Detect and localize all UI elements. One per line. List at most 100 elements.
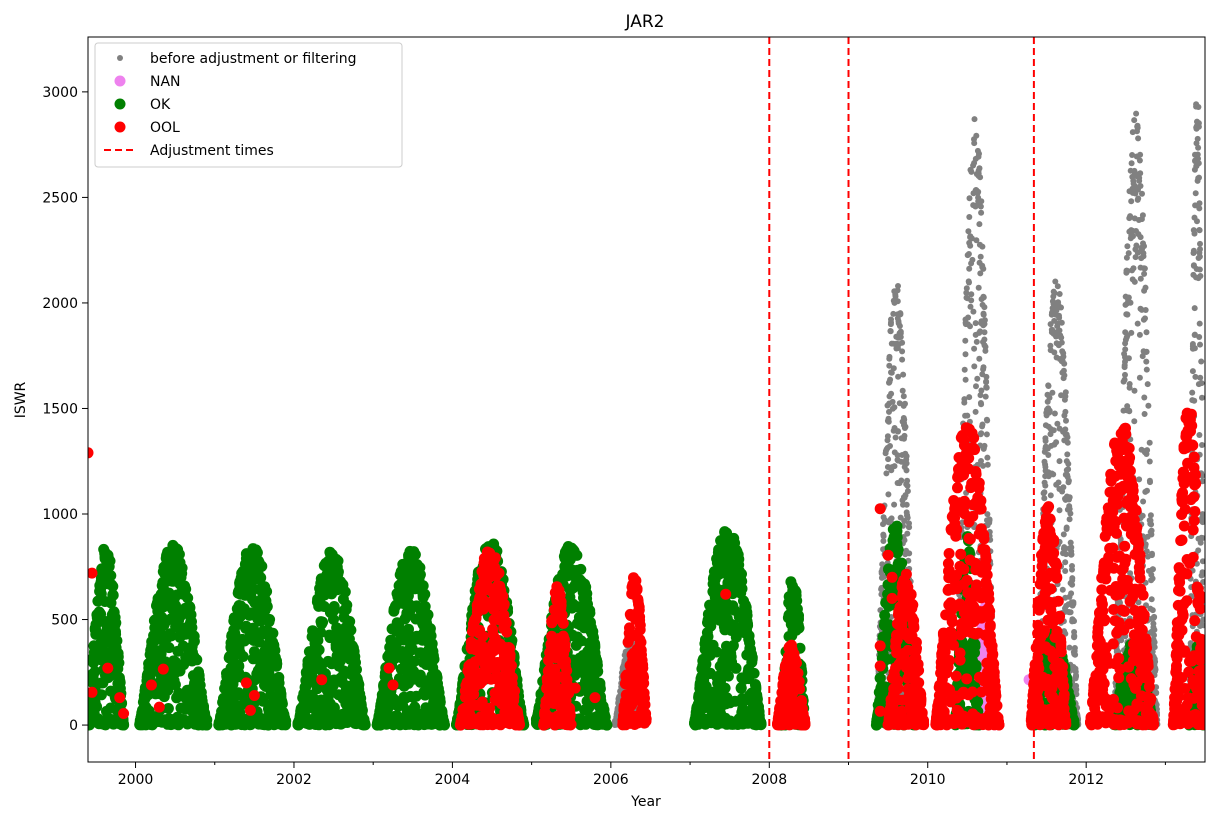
data-point: [1071, 618, 1077, 625]
data-point: [978, 458, 984, 464]
data-point: [1070, 664, 1077, 670]
data-point: [891, 501, 898, 508]
data-point: [1122, 358, 1128, 365]
data-point: [222, 694, 234, 705]
data-point: [402, 649, 414, 661]
data-point: [902, 450, 909, 457]
data-point: [897, 311, 904, 318]
data-point: [962, 351, 969, 358]
data-point: [1134, 320, 1141, 327]
data-point: [1123, 254, 1130, 261]
data-point: [882, 450, 889, 457]
data-point: [969, 256, 976, 263]
data-point: [1196, 432, 1203, 438]
data-point: [323, 629, 335, 641]
data-point: [1200, 616, 1205, 623]
data-point: [235, 601, 247, 613]
data-point: [1127, 299, 1134, 306]
data-point: [1069, 563, 1075, 569]
data-point: [1139, 190, 1145, 197]
data-point: [1141, 270, 1148, 277]
data-point: [1199, 394, 1205, 401]
data-point: [1067, 609, 1074, 616]
data-point: [884, 437, 891, 444]
data-point: [1195, 155, 1201, 162]
data-point: [1195, 547, 1202, 554]
data-point: [96, 563, 108, 575]
data-point: [300, 690, 311, 702]
data-point: [1149, 566, 1156, 573]
data-point: [887, 443, 893, 449]
data-point: [1052, 278, 1059, 285]
data-point: [1063, 431, 1070, 438]
data-point: [99, 548, 111, 559]
data-point: [426, 640, 437, 652]
data-point: [1056, 458, 1063, 465]
data-point: [1067, 539, 1074, 546]
data-point: [1139, 512, 1146, 519]
data-point: [978, 296, 985, 303]
data-point: [1042, 467, 1049, 474]
data-point: [400, 581, 412, 593]
data-point: [976, 329, 983, 336]
data-point: [1071, 634, 1078, 641]
data-point: [235, 610, 247, 622]
data-point: [301, 673, 313, 684]
data-point: [970, 202, 977, 209]
data-point: [1131, 418, 1138, 425]
data-point: [1063, 458, 1070, 465]
data-point: [179, 588, 191, 600]
data-point: [966, 265, 973, 272]
data-point: [1058, 319, 1065, 326]
data-point: [310, 719, 321, 730]
data-point: [1191, 166, 1198, 173]
data-point: [1140, 498, 1147, 505]
data-point: [878, 586, 885, 593]
data-point: [1064, 506, 1071, 513]
data-point: [886, 400, 893, 407]
data-point: [885, 456, 892, 463]
data-point: [1064, 451, 1071, 458]
data-point: [1065, 477, 1072, 484]
data-point: [1141, 265, 1147, 272]
data-point: [1073, 687, 1080, 694]
data-point: [968, 291, 975, 298]
data-point: [1123, 267, 1130, 274]
data-point: [1128, 198, 1135, 205]
data-point: [1192, 202, 1199, 209]
data-point: [1142, 488, 1149, 495]
data-point: [964, 321, 971, 328]
data-point: [900, 371, 907, 378]
data-point: [900, 393, 907, 400]
data-point: [165, 630, 177, 642]
data-point: [973, 338, 980, 345]
data-point: [191, 654, 203, 666]
data-point: [185, 617, 197, 628]
data-point: [1191, 305, 1198, 312]
data-point: [223, 652, 235, 664]
data-point: [1059, 488, 1066, 495]
data-point: [1131, 167, 1138, 174]
data-point: [903, 547, 910, 554]
data-point: [333, 715, 345, 727]
data-point: [1189, 368, 1196, 375]
data-point: [1146, 517, 1153, 524]
data-point: [1054, 323, 1061, 330]
data-point: [269, 680, 281, 691]
data-point: [971, 136, 977, 143]
data-point: [1199, 569, 1205, 576]
data-point: [896, 480, 903, 487]
data-point: [970, 308, 977, 315]
data-point: [1134, 249, 1141, 256]
data-point: [1071, 629, 1078, 635]
data-point: [1136, 177, 1143, 184]
data-point: [984, 511, 991, 518]
data-point: [980, 322, 987, 329]
data-point: [1050, 288, 1057, 295]
data-point: [134, 719, 146, 730]
data-point: [886, 393, 893, 400]
data-point: [1049, 389, 1056, 396]
data-point: [904, 530, 911, 537]
data-point: [256, 672, 268, 684]
data-point: [619, 664, 626, 671]
